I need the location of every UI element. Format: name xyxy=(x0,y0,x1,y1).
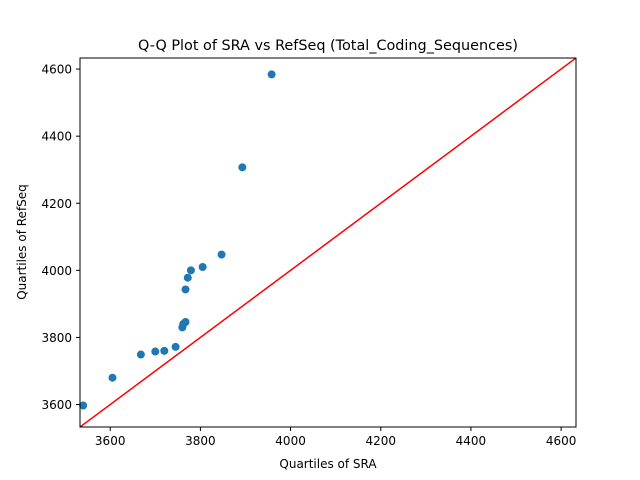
data-point xyxy=(217,250,226,259)
x-tick-label: 4000 xyxy=(275,434,306,448)
x-axis-ticks: 3600 3800 4000 4200 4400 4600 xyxy=(95,427,576,448)
reference-line xyxy=(80,58,576,427)
x-axis-label: Quartiles of SRA xyxy=(279,457,377,471)
y-tick-label: 4200 xyxy=(41,197,72,211)
data-point xyxy=(183,273,192,282)
data-point xyxy=(151,347,160,356)
x-tick-label: 4200 xyxy=(365,434,396,448)
data-point xyxy=(171,342,180,351)
x-tick-label: 4600 xyxy=(546,434,577,448)
reference-line-layer xyxy=(80,58,576,427)
data-point xyxy=(108,373,117,382)
y-tick-label: 3800 xyxy=(41,331,72,345)
y-axis-label: Quartiles of RefSeq xyxy=(15,184,29,300)
y-tick-label: 4600 xyxy=(41,63,72,77)
data-point xyxy=(160,346,169,355)
plot-area xyxy=(79,57,577,428)
chart-title: Q-Q Plot of SRA vs RefSeq (Total_Coding_… xyxy=(138,38,518,54)
x-tick-label: 3800 xyxy=(185,434,216,448)
data-point xyxy=(198,262,207,271)
x-tick-label: 3600 xyxy=(95,434,126,448)
data-point xyxy=(79,401,88,410)
data-point xyxy=(181,318,190,327)
data-point xyxy=(136,350,145,359)
x-tick-label: 4400 xyxy=(456,434,487,448)
data-point xyxy=(181,285,190,294)
data-point xyxy=(267,70,276,79)
y-tick-label: 4000 xyxy=(41,264,72,278)
data-point xyxy=(186,266,195,275)
y-tick-label: 3600 xyxy=(41,398,72,412)
y-axis-ticks: 3600 3800 4000 4200 4400 4600 xyxy=(41,63,80,412)
axes-frame xyxy=(79,57,577,428)
y-tick-label: 4400 xyxy=(41,130,72,144)
data-points-layer xyxy=(79,70,276,410)
data-point xyxy=(238,163,247,172)
